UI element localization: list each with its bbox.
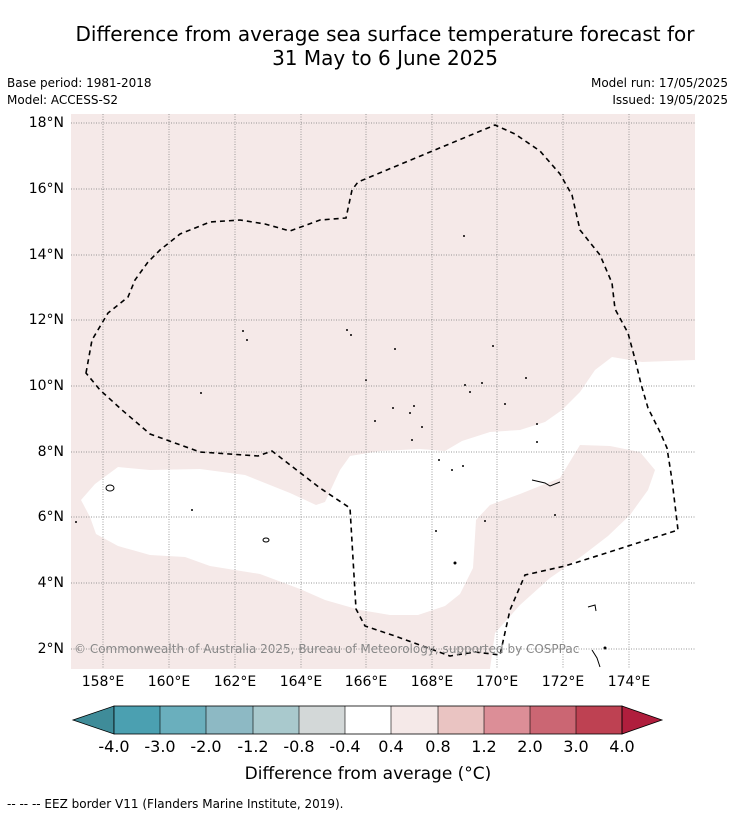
lon-label: 164°E xyxy=(279,674,323,690)
model-label: Model: ACCESS-S2 xyxy=(7,93,119,107)
lat-label: 18°N xyxy=(28,115,64,131)
colorbar-label: -4.0 xyxy=(98,737,130,756)
chart-title-line2: 31 May to 6 June 2025 xyxy=(272,46,498,70)
lon-label: 160°E xyxy=(147,674,191,690)
lat-label: 4°N xyxy=(37,575,64,591)
anomaly-fill-near-average xyxy=(81,357,695,669)
lon-label: 162°E xyxy=(213,674,257,690)
atoll-outline xyxy=(591,649,601,668)
lat-label: 12°N xyxy=(28,312,64,328)
colorbar-extend-low xyxy=(71,705,115,735)
colorbar-title: Difference from average (°C) xyxy=(244,764,492,784)
colorbar-label: -2.0 xyxy=(190,737,222,756)
lon-label: 166°E xyxy=(344,674,388,690)
eez-border xyxy=(85,124,679,657)
lon-label: 174°E xyxy=(607,674,651,690)
colorbar-label: 0.8 xyxy=(425,737,451,756)
chart-title-line1: Difference from average sea surface temp… xyxy=(75,22,695,46)
eez-legend-text: -- -- -- EEZ border V11 (Flanders Marine… xyxy=(7,797,344,811)
colorbar-label: 4.0 xyxy=(609,737,635,756)
colorbar-label: 1.2 xyxy=(471,737,497,756)
island-outline xyxy=(105,484,115,492)
colorbar-label: 3.0 xyxy=(563,737,589,756)
colorbar-label: -3.0 xyxy=(144,737,176,756)
colorbar-label: 0.4 xyxy=(378,737,404,756)
model-run-label: Model run: 17/05/2025 xyxy=(590,76,728,90)
base-period-label: Base period: 1981-2018 xyxy=(7,76,152,90)
lon-label: 168°E xyxy=(410,674,454,690)
lon-label: 158°E xyxy=(81,674,125,690)
issued-label: Issued: 19/05/2025 xyxy=(612,93,728,107)
atoll-outline xyxy=(587,604,597,612)
lat-label: 14°N xyxy=(28,247,64,263)
small-islands xyxy=(75,235,607,650)
colorbar-extend-high xyxy=(621,705,664,735)
colorbar-label: -0.8 xyxy=(283,737,315,756)
lat-label: 16°N xyxy=(28,181,64,197)
gridlines xyxy=(71,114,695,669)
colorbar xyxy=(71,705,664,735)
copyright-text: © Commonwealth of Australia 2025, Bureau… xyxy=(74,642,579,656)
lat-label: 2°N xyxy=(37,641,64,657)
colorbar-label: -0.4 xyxy=(329,737,361,756)
lat-label: 8°N xyxy=(37,444,64,460)
colorbar-label: 2.0 xyxy=(517,737,543,756)
lat-label: 10°N xyxy=(28,378,64,394)
lat-label: 6°N xyxy=(37,509,64,525)
lon-label: 172°E xyxy=(541,674,585,690)
atoll-outline xyxy=(531,479,561,487)
lon-label: 170°E xyxy=(475,674,519,690)
colorbar-label: -1.2 xyxy=(237,737,269,756)
island-outline xyxy=(262,537,270,543)
